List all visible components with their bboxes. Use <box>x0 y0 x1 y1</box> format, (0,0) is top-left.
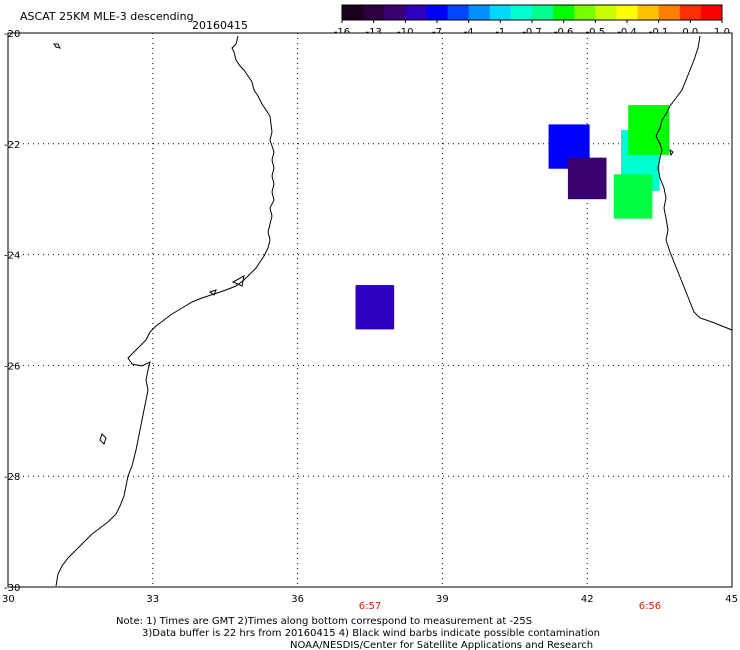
x-axis-labels: 30 33 36 39 42 45 <box>2 594 738 605</box>
colorbar <box>341 4 723 21</box>
note-line-2: 3)Data buffer is 22 hrs from 20160415 4)… <box>142 628 600 639</box>
colorbar-swatch <box>342 5 364 20</box>
colorbar-swatch <box>384 5 406 20</box>
coastline-mozambique <box>55 35 275 587</box>
colorbar-swatch <box>426 5 449 20</box>
colorbar-swatch <box>489 5 512 20</box>
y-tick-label: -28 <box>4 472 20 483</box>
wind-cell <box>567 157 607 200</box>
wind-cells <box>355 105 670 330</box>
y-tick-label: -26 <box>4 361 20 372</box>
x-tick-label: 42 <box>581 594 594 605</box>
coastline-madagascar <box>655 35 733 331</box>
coastline-islet-2 <box>99 433 107 445</box>
coastline-islet-4 <box>208 289 217 296</box>
coastline-islet-3 <box>231 275 245 287</box>
coastline-islet-1 <box>53 43 61 49</box>
y-tick-label: -24 <box>4 251 20 262</box>
wind-cell <box>355 285 395 330</box>
time-label: 6:56 <box>639 601 661 612</box>
colorbar-swatch <box>510 5 533 20</box>
colorbar-swatch <box>679 5 702 20</box>
colorbar-swatch <box>468 5 491 20</box>
coastline <box>53 35 733 587</box>
colorbar-swatch <box>447 5 470 20</box>
wind-cell <box>613 174 653 219</box>
colorbar-swatch <box>405 5 427 20</box>
colorbar-swatch <box>532 5 554 20</box>
y-axis-labels: -20 -22 -24 -26 -28 -30 <box>4 29 20 594</box>
lat-lon-grid <box>7 32 733 588</box>
colorbar-swatch <box>595 5 617 20</box>
colorbar-swatch <box>637 5 660 20</box>
x-tick-label: 30 <box>2 594 15 605</box>
colorbar-swatch <box>574 5 596 20</box>
map-title: ASCAT 25KM MLE-3 descending <box>20 10 194 23</box>
x-tick-label: 33 <box>146 594 159 605</box>
y-tick-label: -20 <box>4 29 20 40</box>
y-tick-label: -30 <box>4 583 20 594</box>
map-date: 20160415 <box>192 19 248 32</box>
note-line-1: Note: 1) Times are GMT 2)Times along bot… <box>116 616 532 627</box>
x-tick-label: 45 <box>725 594 738 605</box>
coastline-islet-5 <box>669 148 674 157</box>
x-tick-label: 36 <box>291 594 304 605</box>
note-line-3: NOAA/NESDIS/Center for Satellite Applica… <box>290 640 593 650</box>
colorbar-swatch <box>658 5 681 20</box>
colorbar-swatch <box>616 5 639 20</box>
y-tick-label: -22 <box>4 140 20 151</box>
time-label: 6:57 <box>359 601 381 612</box>
wind-cell <box>628 105 670 155</box>
time-labels: 6:57 6:56 <box>359 601 661 612</box>
x-tick-label: 39 <box>436 594 449 605</box>
colorbar-swatch <box>363 5 385 20</box>
colorbar-swatch <box>553 5 575 20</box>
colorbar-swatch <box>700 5 723 20</box>
